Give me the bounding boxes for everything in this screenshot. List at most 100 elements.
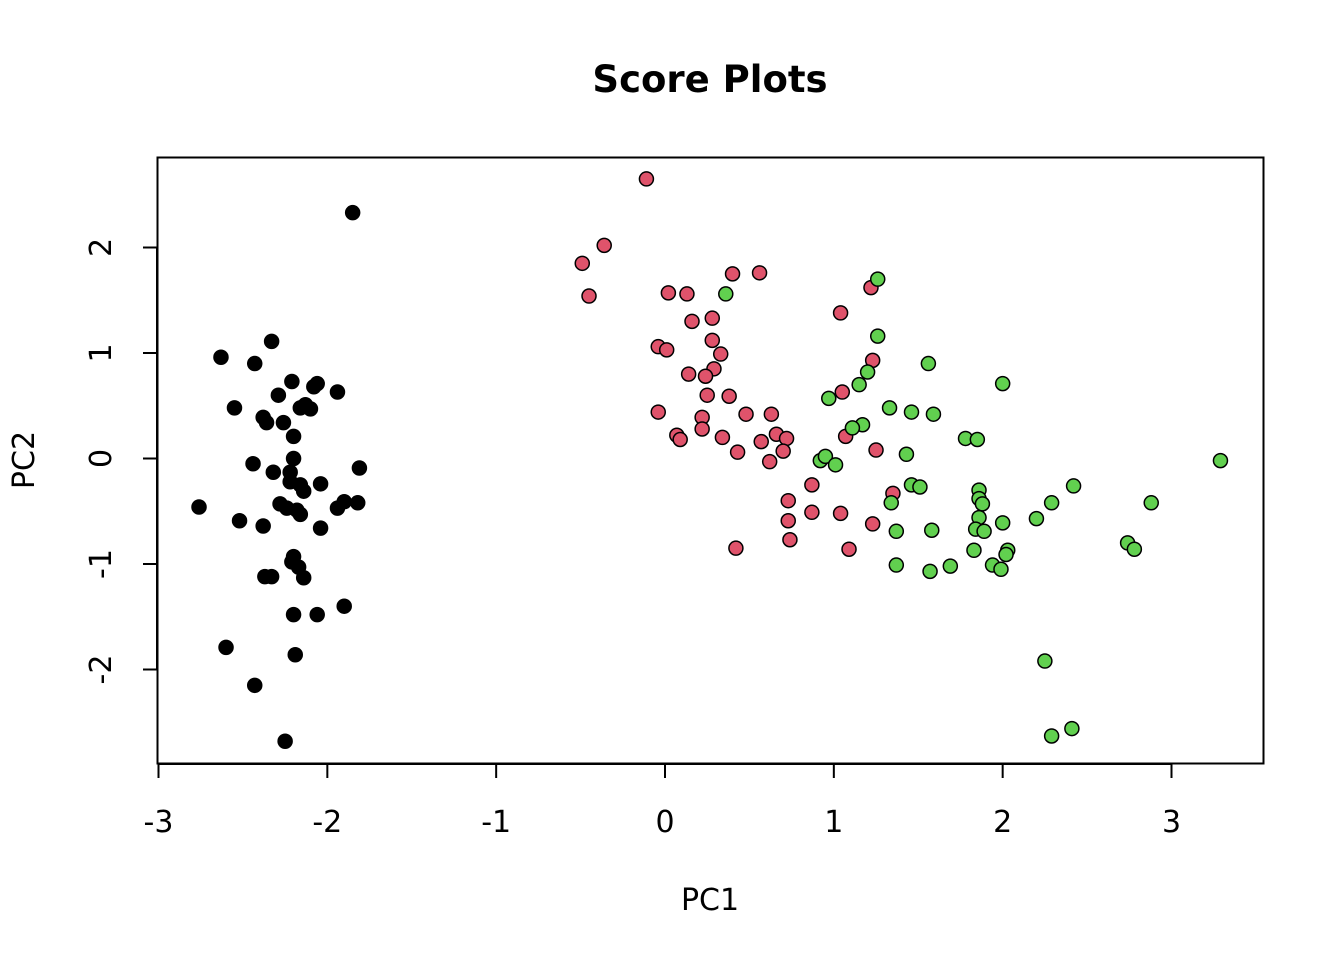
data-point (753, 433, 769, 450)
data-point (246, 355, 263, 372)
data-point (312, 476, 329, 492)
data-point (903, 404, 920, 420)
data-point (974, 496, 991, 512)
data-point (285, 450, 302, 467)
data-point (265, 464, 282, 480)
data-point (1126, 541, 1143, 557)
data-point (922, 563, 938, 580)
data-point (1064, 720, 1080, 737)
data-point (231, 512, 248, 529)
data-point (920, 355, 937, 372)
data-point (660, 285, 677, 301)
data-point (246, 677, 263, 694)
x-tick-label: -2 (312, 805, 342, 840)
data-point (697, 368, 714, 384)
data-point (869, 328, 886, 344)
x-tick-label: 1 (824, 805, 843, 840)
data-point (684, 313, 700, 330)
data-point (925, 406, 942, 422)
data-point (1143, 495, 1159, 511)
data-point (255, 518, 271, 534)
data-point (869, 271, 886, 287)
data-point (832, 305, 849, 321)
data-point (218, 639, 234, 656)
data-point (942, 558, 959, 574)
x-axis: -3 -2 -1 0 1 2 3 (144, 763, 1181, 840)
x-tick-label: 3 (1162, 805, 1181, 840)
data-point (888, 523, 905, 540)
data-points (191, 171, 1229, 749)
data-point (596, 237, 612, 254)
data-point (851, 376, 867, 393)
data-point (859, 364, 876, 380)
data-point (883, 495, 899, 511)
data-point (817, 448, 834, 465)
data-point (263, 568, 280, 585)
data-point (881, 400, 898, 416)
data-point (581, 288, 597, 304)
plot-frame (156, 156, 1265, 765)
data-point (295, 483, 312, 499)
data-point (306, 379, 322, 395)
data-point (827, 457, 844, 473)
data-point (680, 366, 697, 382)
data-point (344, 204, 361, 221)
data-point (302, 401, 319, 417)
data-point (1037, 653, 1053, 669)
data-point (724, 266, 741, 282)
data-point (285, 606, 302, 623)
data-point (738, 406, 754, 422)
data-point (694, 421, 710, 437)
data-point (1043, 495, 1060, 511)
data-point (191, 499, 207, 515)
series-2 (574, 171, 901, 557)
y-tick-label: 2 (84, 238, 119, 257)
data-point (263, 333, 280, 350)
series-3 (718, 271, 1229, 744)
data-point (699, 387, 715, 403)
data-point (898, 446, 915, 463)
data-point (761, 453, 778, 470)
data-point (336, 598, 352, 614)
data-point (841, 541, 857, 557)
y-axis: -2 -1 0 1 2 (84, 238, 158, 685)
data-point (832, 505, 849, 522)
data-point (704, 310, 721, 326)
data-point (994, 515, 1011, 531)
data-point (775, 443, 791, 459)
data-point (258, 414, 275, 431)
data-point (1065, 478, 1082, 494)
data-point (782, 531, 798, 548)
data-point (295, 569, 312, 586)
y-axis-label: PC2 (7, 431, 42, 489)
data-point (658, 342, 675, 358)
data-point (751, 265, 768, 281)
x-tick-label: -1 (481, 805, 511, 840)
y-tick-label: -1 (84, 549, 119, 579)
data-point (650, 404, 666, 420)
data-point (912, 479, 928, 495)
data-point (712, 346, 729, 362)
data-point (844, 420, 861, 436)
data-point (277, 733, 293, 749)
y-tick-label: -2 (84, 655, 119, 685)
data-point (679, 286, 695, 302)
data-point (638, 171, 655, 187)
data-point (821, 390, 837, 407)
data-point (672, 431, 688, 448)
data-point (763, 406, 780, 422)
data-point (1212, 452, 1229, 469)
data-point (349, 495, 366, 511)
data-point (704, 332, 721, 349)
data-point (284, 373, 300, 390)
data-point (729, 444, 746, 460)
data-point (778, 430, 795, 447)
data-point (924, 522, 940, 538)
chart-title: Score Plots (592, 58, 827, 101)
data-point (868, 442, 884, 458)
data-point (780, 492, 796, 509)
data-point (864, 516, 881, 532)
data-point (804, 504, 820, 521)
data-point (721, 388, 737, 405)
